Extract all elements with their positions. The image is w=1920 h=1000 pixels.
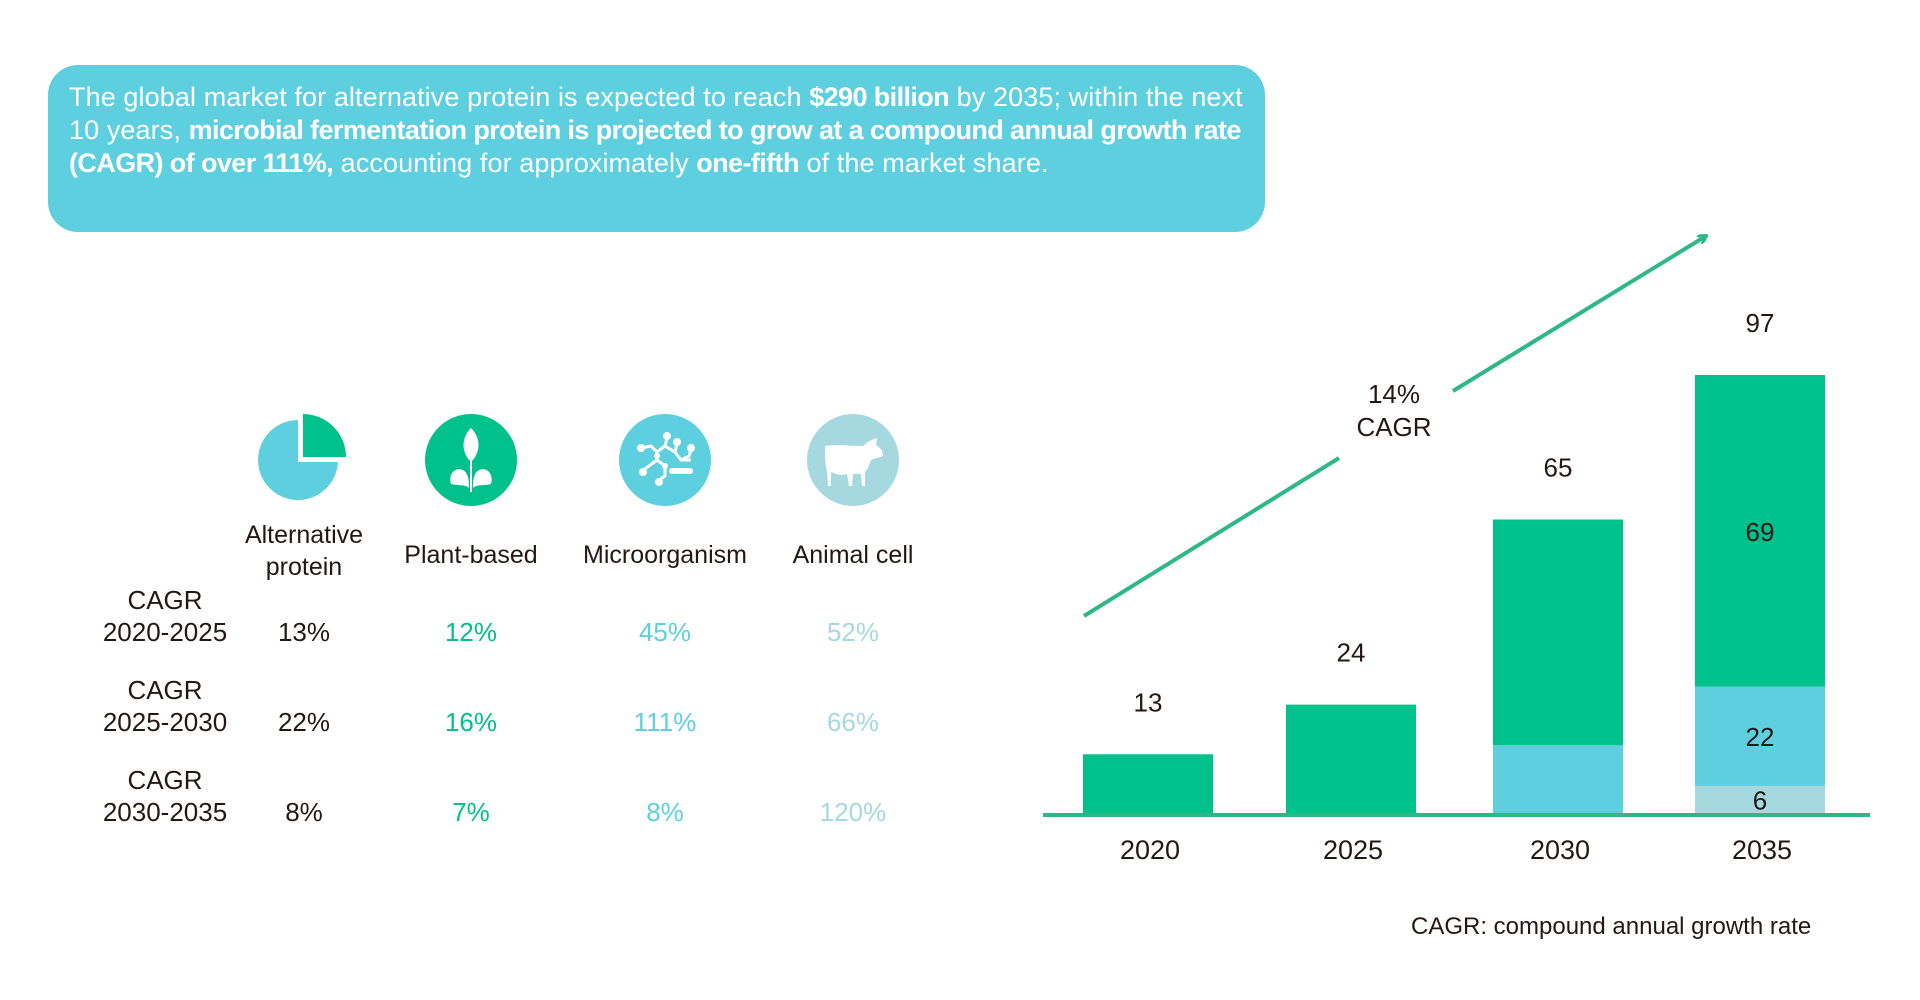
cow-icon bbox=[807, 414, 899, 506]
summary-text: The global market for alternative protei… bbox=[69, 82, 810, 112]
segment-value-label: 22 bbox=[1746, 722, 1775, 752]
summary-highlight: $290 billion bbox=[809, 82, 950, 112]
x-tick-label: 2025 bbox=[1323, 835, 1383, 865]
summary-text: by 2035; within the next 10 years, bbox=[69, 82, 1243, 145]
bar-segment-microorganism bbox=[1493, 745, 1623, 813]
column-header: Microorganism bbox=[583, 539, 747, 571]
cagr-annotation-value: 14% bbox=[1368, 379, 1420, 409]
column-header: Animal cell bbox=[793, 539, 914, 571]
summary-highlight: microbial fermentation protein is projec… bbox=[69, 115, 1241, 178]
row-label-line: 2020-2025 bbox=[102, 617, 228, 647]
row-label-line: 2025-2030 bbox=[102, 707, 228, 737]
cagr-value-cell: 7% bbox=[452, 797, 490, 827]
column-header-line: protein bbox=[265, 553, 343, 581]
trend-arrow-upper bbox=[1451, 236, 1706, 393]
column-header-line: Plant-based bbox=[404, 541, 538, 569]
cagr-annotation-label: CAGR bbox=[1356, 412, 1431, 442]
bar-total-label: 24 bbox=[1337, 638, 1366, 668]
cagr-value-cell: 22% bbox=[277, 707, 331, 737]
x-tick-label: 2020 bbox=[1120, 835, 1180, 865]
summary-text: of the market share. bbox=[798, 148, 1049, 178]
footnote: CAGR: compound annual growth rate bbox=[1411, 913, 1812, 940]
pie-chart-icon bbox=[258, 414, 346, 500]
plant-leaf-icon bbox=[425, 414, 517, 506]
bar-total-label: 13 bbox=[1134, 687, 1163, 717]
bar-segment-plant-based bbox=[1695, 375, 1825, 687]
column-header-line: Animal cell bbox=[792, 541, 914, 569]
cagr-value-cell: 111% bbox=[633, 707, 697, 737]
row-label-line: CAGR bbox=[127, 765, 203, 795]
column-header: Alternative protein bbox=[245, 519, 363, 583]
cagr-value-cell: 16% bbox=[444, 707, 498, 737]
cagr-value-cell: 8% bbox=[285, 797, 323, 827]
trend-arrow-lower bbox=[1082, 456, 1341, 618]
x-tick-label: 2030 bbox=[1530, 835, 1590, 865]
cagr-value-cell: 52% bbox=[826, 617, 880, 647]
column-header-line: Alternative bbox=[244, 521, 364, 549]
bar-segment-animal-cell bbox=[1695, 785, 1825, 813]
cagr-value-cell: 12% bbox=[444, 617, 498, 647]
cagr-value-cell: 8% bbox=[646, 797, 684, 827]
bar-segment-plant-based bbox=[1286, 704, 1416, 813]
row-label-line: CAGR bbox=[127, 585, 203, 615]
segment-value-label: 69 bbox=[1746, 517, 1775, 547]
column-header: Plant-based bbox=[404, 539, 537, 571]
summary-text: accounting for approximately bbox=[333, 148, 697, 178]
cagr-value-cell: 120% bbox=[819, 797, 887, 827]
bar-segment-plant-based bbox=[1493, 519, 1623, 746]
summary-highlight: one-fifth bbox=[696, 148, 799, 178]
bar-segment-plant-based bbox=[1083, 754, 1213, 813]
bar-total-label: 97 bbox=[1746, 308, 1775, 338]
column-header-line: Microorganism bbox=[583, 541, 747, 569]
bar-segment-microorganism bbox=[1695, 686, 1825, 786]
row-label: CAGR 2030-2035 bbox=[84, 764, 246, 828]
summary-callout: The global market for alternative protei… bbox=[48, 65, 1265, 232]
cagr-value-cell: 66% bbox=[826, 707, 880, 737]
cagr-value-cell: 13% bbox=[277, 617, 331, 647]
cagr-value-cell: 45% bbox=[638, 617, 692, 647]
row-label: CAGR 2025-2030 bbox=[84, 674, 246, 738]
row-label: CAGR 2020-2025 bbox=[84, 584, 246, 648]
x-tick-label: 2035 bbox=[1732, 835, 1792, 865]
bar-total-label: 65 bbox=[1544, 452, 1573, 482]
molecule-icon bbox=[619, 414, 711, 506]
segment-value-label: 6 bbox=[1753, 785, 1767, 815]
row-label-line: 2030-2035 bbox=[102, 797, 228, 827]
row-label-line: CAGR bbox=[127, 675, 203, 705]
